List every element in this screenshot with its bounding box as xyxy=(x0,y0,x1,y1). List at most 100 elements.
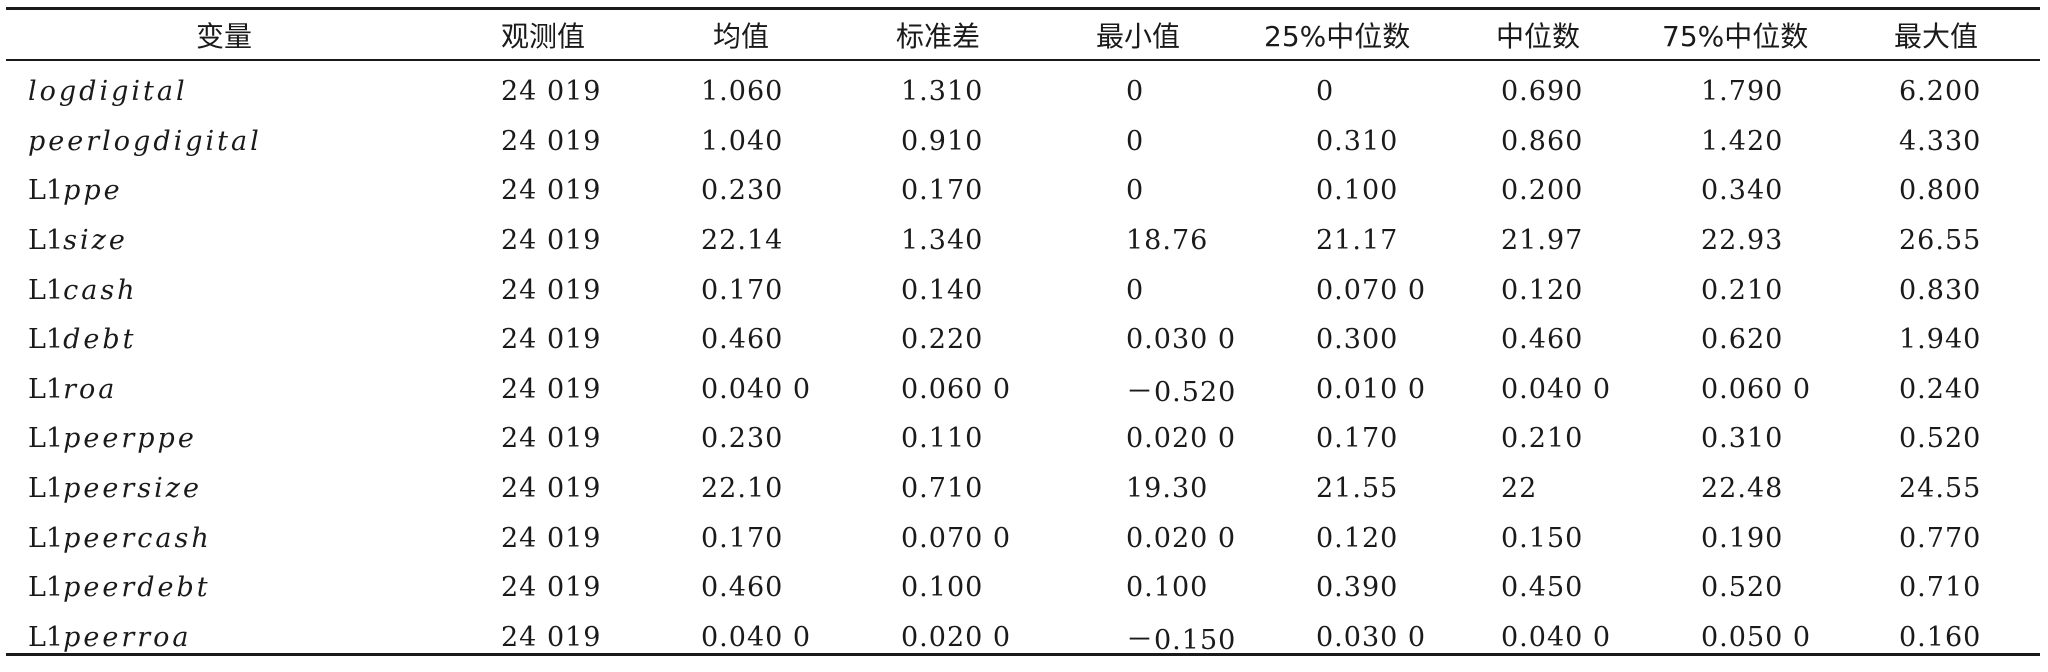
table-row: L1 debt 24 019 0.460 0.220 0.030 0 0.300 0.460 0… xyxy=(6,315,2040,365)
table-row: peerlogdigital 24 019 1.040 0.910 0 0.310 0.86… xyxy=(6,117,2040,167)
table-header-rule xyxy=(6,59,2040,61)
cell-p25: 21.17 xyxy=(1316,225,1399,257)
cell-min: 0.100 xyxy=(1126,572,1209,604)
cell-median: 0.860 xyxy=(1501,125,1584,157)
cell-max: 6.200 xyxy=(1899,76,1982,108)
cell-p25: 0.170 xyxy=(1316,423,1399,455)
cell-min: －0.520 xyxy=(1126,376,1237,408)
cell-p75: 0.210 xyxy=(1701,274,1784,306)
cell-p25: 0 xyxy=(1316,76,1335,108)
variable-lag-prefix: L1 xyxy=(28,175,64,207)
variable-name: logdigital xyxy=(28,67,188,117)
cell-min: 0 xyxy=(1126,76,1145,108)
variable-name: L1 debt xyxy=(28,315,137,365)
cell-std-dev: 0.110 xyxy=(901,423,984,455)
cell-max: 0.160 xyxy=(1899,621,1982,653)
header-variable: 变量 xyxy=(196,19,253,53)
variable-lag-prefix: L1 xyxy=(28,324,64,356)
cell-mean: 0.460 xyxy=(701,572,784,604)
variable-label: peerlogdigital xyxy=(28,125,262,157)
variable-lag-prefix: L1 xyxy=(28,423,64,455)
cell-p25: 0.310 xyxy=(1316,125,1399,157)
cell-p25: 0.390 xyxy=(1316,572,1399,604)
variable-label: peersize xyxy=(63,473,202,505)
variable-name: L1 peersize xyxy=(28,464,202,514)
cell-p75: 22.93 xyxy=(1701,225,1784,257)
variable-lag-prefix: L1 xyxy=(28,373,64,405)
table-row: logdigital 24 019 1.060 1.310 0 0 0.690 1.790 6.… xyxy=(6,67,2040,117)
variable-name: L1 peerroa xyxy=(28,613,192,663)
cell-p25: 0.070 0 xyxy=(1316,274,1427,306)
cell-p75: 0.340 xyxy=(1701,175,1784,207)
cell-median: 0.210 xyxy=(1501,423,1584,455)
cell-p75: 22.48 xyxy=(1701,473,1784,505)
cell-min: 0.020 0 xyxy=(1126,522,1237,554)
cell-observations: 24 019 xyxy=(501,423,602,455)
cell-observations: 24 019 xyxy=(501,125,602,157)
cell-max: 0.830 xyxy=(1899,274,1982,306)
variable-name: peerlogdigital xyxy=(28,117,262,167)
cell-observations: 24 019 xyxy=(501,522,602,554)
cell-min: 0.030 0 xyxy=(1126,324,1237,356)
cell-p75: 0.050 0 xyxy=(1701,621,1812,653)
cell-max: 26.55 xyxy=(1899,225,1982,257)
cell-std-dev: 0.170 xyxy=(901,175,984,207)
cell-median: 0.040 0 xyxy=(1501,373,1612,405)
table-header-row: 变量 观测值 均值 标准差 最小值 25%中位数 中位数 75%中位数 最大值 xyxy=(6,10,2040,60)
cell-mean: 22.10 xyxy=(701,473,784,505)
cell-std-dev: 0.710 xyxy=(901,473,984,505)
cell-median: 0.450 xyxy=(1501,572,1584,604)
cell-p75: 0.060 0 xyxy=(1701,373,1812,405)
cell-mean: 1.040 xyxy=(701,125,784,157)
variable-name: L1 ppe xyxy=(28,166,123,216)
cell-min: 0.020 0 xyxy=(1126,423,1237,455)
variable-lag-prefix: L1 xyxy=(28,572,64,604)
cell-min: 0 xyxy=(1126,125,1145,157)
cell-max: 0.520 xyxy=(1899,423,1982,455)
cell-median: 22 xyxy=(1501,473,1538,505)
header-mean: 均值 xyxy=(713,19,770,53)
table-row: L1 cash 24 019 0.170 0.140 0 0.070 0 0.120 0.210… xyxy=(6,265,2040,315)
cell-max: 24.55 xyxy=(1899,473,1982,505)
cell-p75: 0.620 xyxy=(1701,324,1784,356)
cell-median: 0.040 0 xyxy=(1501,621,1612,653)
table-row: L1 size 24 019 22.14 1.340 18.76 21.17 21.97 22.… xyxy=(6,216,2040,266)
variable-lag-prefix: L1 xyxy=(28,473,64,505)
cell-mean: 0.460 xyxy=(701,324,784,356)
variable-label: size xyxy=(63,225,128,257)
variable-name: L1 peercash xyxy=(28,513,212,563)
cell-p25: 0.010 0 xyxy=(1316,373,1427,405)
cell-mean: 0.230 xyxy=(701,175,784,207)
cell-std-dev: 0.140 xyxy=(901,274,984,306)
variable-label: logdigital xyxy=(28,76,188,108)
cell-mean: 0.230 xyxy=(701,423,784,455)
cell-std-dev: 0.020 0 xyxy=(901,621,1012,653)
cell-min: －0.150 xyxy=(1126,624,1237,656)
cell-p75: 1.420 xyxy=(1701,125,1784,157)
table-top-rule xyxy=(6,7,2040,10)
variable-label: peerppe xyxy=(63,423,197,455)
cell-median: 0.460 xyxy=(1501,324,1584,356)
cell-p75: 0.190 xyxy=(1701,522,1784,554)
cell-min: 19.30 xyxy=(1126,473,1209,505)
variable-lag-prefix: L1 xyxy=(28,522,64,554)
cell-observations: 24 019 xyxy=(501,76,602,108)
header-max: 最大值 xyxy=(1894,19,1979,53)
cell-mean: 0.040 0 xyxy=(701,621,812,653)
cell-mean: 22.14 xyxy=(701,225,784,257)
cell-median: 0.200 xyxy=(1501,175,1584,207)
variable-label: cash xyxy=(63,274,138,306)
cell-p25: 21.55 xyxy=(1316,473,1399,505)
table-row: L1 peercash 24 019 0.170 0.070 0 0.020 0 0.120… xyxy=(6,513,2040,563)
cell-max: 4.330 xyxy=(1899,125,1982,157)
variable-label: peerdebt xyxy=(63,572,211,604)
cell-median: 21.97 xyxy=(1501,225,1584,257)
cell-p75: 0.310 xyxy=(1701,423,1784,455)
header-min: 最小值 xyxy=(1096,19,1181,53)
header-p75: 75%中位数 xyxy=(1662,19,1809,53)
variable-label: debt xyxy=(63,324,137,356)
cell-median: 0.690 xyxy=(1501,76,1584,108)
cell-mean: 0.170 xyxy=(701,274,784,306)
cell-mean: 0.170 xyxy=(701,522,784,554)
cell-max: 1.940 xyxy=(1899,324,1982,356)
